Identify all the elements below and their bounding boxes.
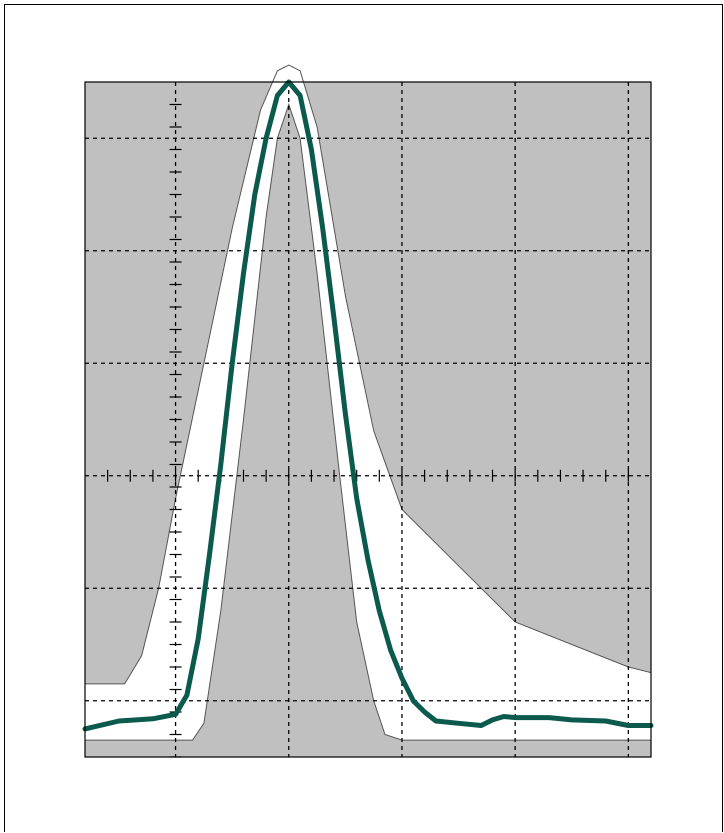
figure-frame	[4, 4, 723, 832]
plot-border	[84, 81, 652, 758]
signal-trace	[82, 79, 654, 732]
grid-lines	[85, 82, 651, 757]
